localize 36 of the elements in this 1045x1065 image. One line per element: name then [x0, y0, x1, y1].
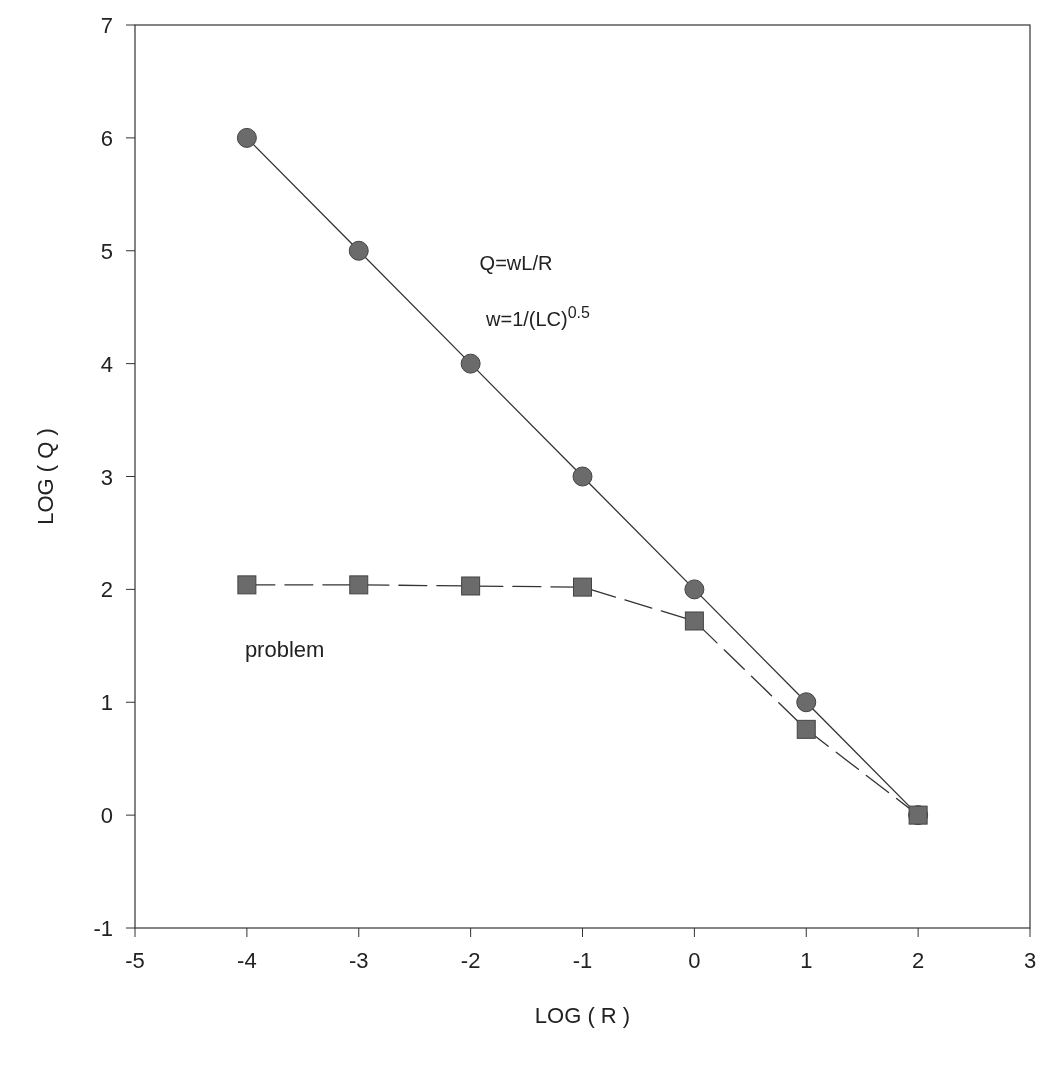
- annotation: Q=wL/R: [479, 252, 553, 274]
- y-tick-label: 4: [100, 351, 113, 377]
- point: [572, 466, 593, 487]
- x-tick-label: -2: [460, 948, 481, 973]
- x-axis-title: LOG ( R ): [534, 1003, 631, 1028]
- point: [796, 719, 816, 739]
- y-tick-label: 7: [100, 13, 113, 38]
- point: [349, 575, 369, 595]
- point: [236, 127, 257, 148]
- y-tick-label: 1: [100, 690, 113, 716]
- x-tick-label: -4: [237, 948, 257, 973]
- point: [460, 353, 481, 374]
- annotation: w=1/(LC)$^{0.5}$: [485, 303, 591, 330]
- point: [461, 576, 481, 596]
- x-tick-label: 3: [1023, 948, 1037, 973]
- y-axis-title: LOG ( Q ): [33, 428, 58, 525]
- x-tick-label: 2: [912, 948, 925, 973]
- y-tick-label: -1: [93, 916, 113, 941]
- point: [573, 577, 592, 597]
- point: [796, 692, 817, 713]
- y-tick-label: 3: [100, 464, 113, 490]
- x-tick-label: 1: [800, 948, 813, 973]
- y-tick-label: 6: [100, 125, 113, 151]
- x-tick-label: -5: [125, 948, 145, 973]
- series-label: problem: [244, 636, 325, 662]
- point: [684, 579, 705, 600]
- y-tick-label: 2: [100, 577, 113, 603]
- x-tick-label: -1: [572, 948, 593, 973]
- y-tick-label: 5: [100, 238, 113, 264]
- y-tick-label: 0: [100, 803, 113, 829]
- point: [237, 575, 257, 595]
- point: [908, 805, 928, 825]
- x-tick-label: -3: [348, 948, 369, 973]
- point: [348, 240, 369, 261]
- point: [684, 611, 704, 631]
- x-tick-label: 0: [688, 948, 701, 973]
